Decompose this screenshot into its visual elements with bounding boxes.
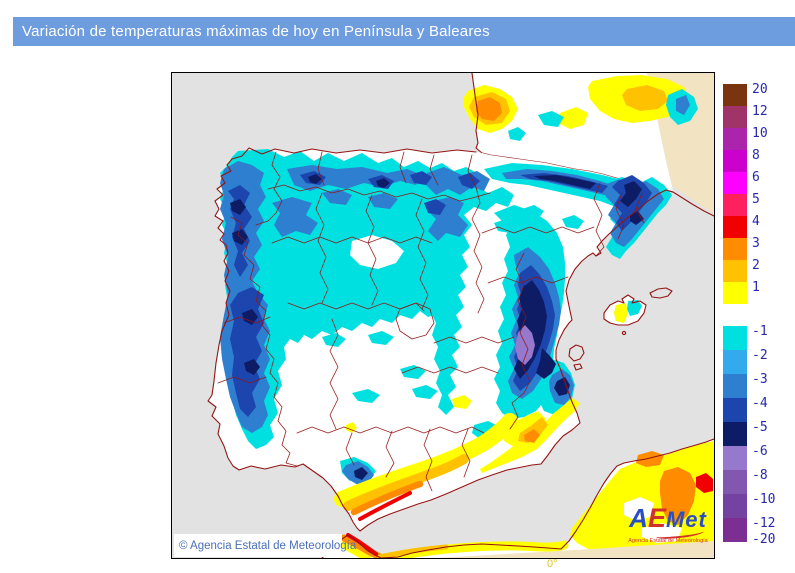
- legend-label: -3: [752, 372, 768, 387]
- legend-swatch: [723, 326, 747, 350]
- legend-swatch: [723, 216, 747, 238]
- legend-label: -12: [752, 516, 776, 531]
- aemet-logo-tagline: Agencia Estatal de Meteorología: [628, 538, 708, 544]
- legend-swatch: [723, 172, 747, 194]
- legend-label: -5: [752, 420, 768, 435]
- province-borders: [217, 151, 645, 492]
- legend-label: 6: [752, 170, 760, 185]
- aemet-logo: AEMet Agencia Estatal de Meteorología: [622, 503, 714, 544]
- longitude-label: 0°: [547, 558, 558, 570]
- legend-swatch: [723, 128, 747, 150]
- ibiza: [568, 344, 585, 362]
- legend-swatch: [723, 150, 747, 172]
- iberia-coastline: [207, 147, 674, 532]
- map-panel: © Agencia Estatal de Meteorología AEMet …: [171, 72, 715, 559]
- legend-label: 20: [752, 82, 768, 97]
- cabrera: [621, 330, 627, 336]
- legend-label: 10: [752, 126, 768, 141]
- legend-swatch: [723, 422, 747, 446]
- weather-map: [172, 73, 714, 558]
- legend-label: 8: [752, 148, 760, 163]
- title-bar: Variación de temperaturas máximas de hoy…: [13, 17, 795, 46]
- copyright-text: © Agencia Estatal de Meteorología: [179, 539, 357, 552]
- legend-label: 12: [752, 104, 768, 119]
- legend-swatch: [723, 374, 747, 398]
- legend-label: -4: [752, 396, 768, 411]
- domain-edge-bottom: [437, 541, 714, 558]
- page-title: Variación de temperaturas máximas de hoy…: [22, 23, 490, 40]
- formentera: [573, 363, 583, 371]
- legend-label: 1: [752, 280, 760, 295]
- menorca: [649, 287, 673, 299]
- balearic-islands: [568, 287, 673, 371]
- legend-label: 4: [752, 214, 760, 229]
- legend-swatch: [723, 446, 747, 470]
- legend-label: -2: [752, 348, 768, 363]
- legend-label: 2: [752, 258, 760, 273]
- legend-swatch: [723, 238, 747, 260]
- africa-region: [321, 438, 714, 558]
- copyright-badge: © Agencia Estatal de Meteorología: [174, 534, 356, 557]
- color-scale-legend: 20 12 10 8 6 5 4 3 2 1 -1 -2 -3 -4 -5 -6 -8 -10 -12 -20: [723, 82, 793, 554]
- legend-swatch: [723, 494, 747, 518]
- valencia-purple-core: [515, 325, 535, 365]
- legend-swatch: [723, 470, 747, 494]
- legend-swatch: [723, 194, 747, 216]
- legend-label: -8: [752, 468, 768, 483]
- legend-label: 3: [752, 236, 760, 251]
- legend-swatch: [723, 398, 747, 422]
- legend-label: -1: [752, 324, 768, 339]
- legend-swatch: [723, 260, 747, 282]
- legend-swatch: [723, 84, 747, 106]
- legend-label: -10: [752, 492, 776, 507]
- legend-label: -6: [752, 444, 768, 459]
- aemet-logo-word: AEMet: [629, 503, 707, 533]
- legend-swatch: [723, 350, 747, 374]
- legend-swatch: [723, 106, 747, 128]
- legend-swatch: [723, 518, 747, 542]
- south-coast-warm-bands: [334, 395, 580, 521]
- legend-swatch: [723, 282, 747, 304]
- legend-label: 5: [752, 192, 760, 207]
- legend-label: -20: [752, 532, 776, 547]
